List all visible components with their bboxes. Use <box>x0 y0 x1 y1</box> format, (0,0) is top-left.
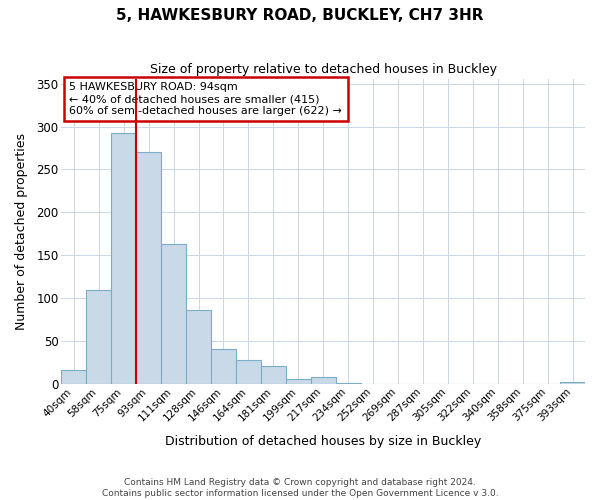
Bar <box>111 134 136 384</box>
Bar <box>86 290 111 384</box>
Bar <box>311 377 335 384</box>
Bar <box>161 244 186 384</box>
Bar <box>61 370 86 384</box>
Bar <box>211 348 236 384</box>
Bar <box>335 383 361 384</box>
Text: 5, HAWKESBURY ROAD, BUCKLEY, CH7 3HR: 5, HAWKESBURY ROAD, BUCKLEY, CH7 3HR <box>116 8 484 22</box>
Bar <box>261 366 286 384</box>
X-axis label: Distribution of detached houses by size in Buckley: Distribution of detached houses by size … <box>165 434 481 448</box>
Text: 5 HAWKESBURY ROAD: 94sqm
← 40% of detached houses are smaller (415)
60% of semi-: 5 HAWKESBURY ROAD: 94sqm ← 40% of detach… <box>69 82 342 116</box>
Y-axis label: Number of detached properties: Number of detached properties <box>15 133 28 330</box>
Bar <box>186 310 211 384</box>
Bar <box>560 382 585 384</box>
Bar <box>136 152 161 384</box>
Bar <box>286 380 311 384</box>
Text: Contains HM Land Registry data © Crown copyright and database right 2024.
Contai: Contains HM Land Registry data © Crown c… <box>101 478 499 498</box>
Title: Size of property relative to detached houses in Buckley: Size of property relative to detached ho… <box>149 62 497 76</box>
Bar <box>236 360 261 384</box>
